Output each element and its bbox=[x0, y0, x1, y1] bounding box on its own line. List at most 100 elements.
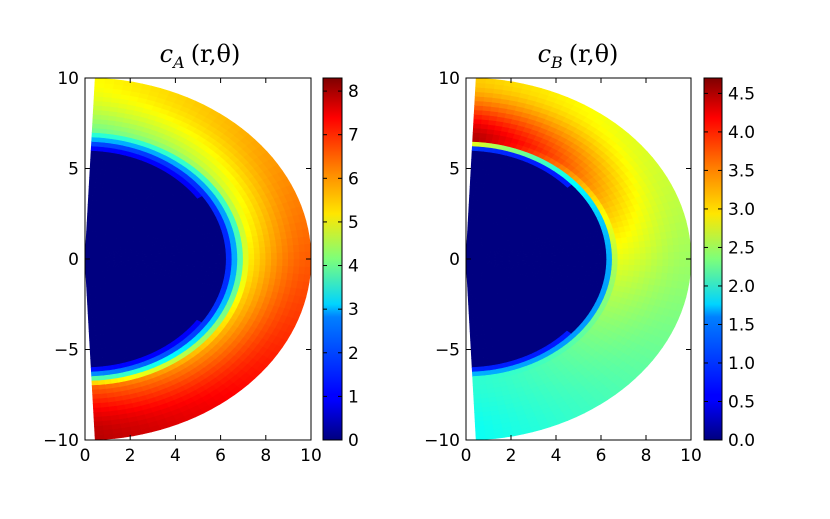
chart-a-y-tick-label: 0 bbox=[68, 250, 79, 270]
chart-b-cell bbox=[627, 241, 635, 249]
chart-a-cell bbox=[191, 254, 199, 260]
chart-b-cell bbox=[634, 258, 641, 266]
chart-a-cell bbox=[236, 263, 244, 271]
chart-a-cell bbox=[292, 265, 300, 274]
chart-a-cell bbox=[96, 145, 104, 152]
chart-b-cell bbox=[651, 258, 658, 266]
chart-a-cell bbox=[92, 118, 101, 125]
chart-a-cell bbox=[96, 366, 104, 373]
chart-a-cell bbox=[237, 258, 244, 265]
chart-b-cell bbox=[475, 425, 485, 432]
chart-a-cell bbox=[94, 429, 105, 436]
chart-a-cell bbox=[141, 258, 148, 262]
chart-b-cell bbox=[588, 267, 596, 273]
chart-a-cell bbox=[94, 78, 106, 84]
chart-a-cell bbox=[253, 246, 261, 254]
chart-a-cell bbox=[90, 154, 97, 161]
chart-a-cell bbox=[191, 258, 199, 264]
chart-b-cell bbox=[472, 371, 480, 377]
chart-b-cell bbox=[605, 268, 613, 275]
chart-a-x-tick-label: 4 bbox=[170, 446, 181, 466]
chart-b-cell bbox=[600, 253, 607, 260]
chart-a-cell bbox=[270, 258, 278, 266]
chart-a-cell bbox=[259, 252, 267, 260]
chart-b-cell bbox=[605, 263, 613, 270]
chart-a-cell bbox=[225, 248, 233, 255]
chart-b-cell bbox=[566, 258, 574, 263]
chart-b-cell bbox=[600, 263, 607, 269]
chart-b-cell bbox=[611, 258, 619, 265]
chart-a-cell bbox=[197, 258, 204, 264]
chart-b-cell bbox=[656, 251, 664, 260]
chart-a-cell bbox=[214, 258, 221, 264]
chart-a-cell bbox=[90, 357, 97, 364]
chart-b-cell bbox=[656, 258, 664, 267]
chart-b-cell bbox=[684, 266, 691, 275]
chart-a-cell bbox=[281, 244, 289, 253]
chart-a-cell bbox=[186, 255, 193, 260]
chart-b-cell bbox=[549, 261, 557, 266]
chart-a-y-tick-label: −10 bbox=[43, 431, 79, 451]
chart-a-cell bbox=[91, 384, 100, 391]
chart-b-cell bbox=[471, 366, 479, 373]
chart-a-cell bbox=[265, 258, 272, 266]
chart-a-cell bbox=[91, 380, 100, 386]
chart-b-cell bbox=[623, 253, 630, 260]
chart-a-cell bbox=[270, 252, 278, 260]
chart-a-cell bbox=[186, 258, 193, 263]
chart-a-cell bbox=[91, 375, 99, 382]
chart-b-cell bbox=[668, 251, 675, 260]
chart-b-cell bbox=[566, 255, 574, 260]
chart-b-cell bbox=[474, 416, 485, 423]
chart-b-cell bbox=[606, 253, 613, 260]
chart-b-cell bbox=[571, 265, 579, 271]
chart-b-cell bbox=[577, 250, 585, 256]
chart-a-cell bbox=[282, 251, 289, 260]
chart-b-cell bbox=[645, 246, 652, 254]
chart-a-cell bbox=[93, 407, 103, 414]
chart-a-x-tick-label: 8 bbox=[260, 446, 271, 466]
chart-b-cell bbox=[610, 268, 618, 275]
chart-b-cell bbox=[611, 263, 619, 270]
chart-a-cell bbox=[254, 252, 261, 260]
chart-b-cell bbox=[623, 258, 630, 265]
chart-a-cell bbox=[219, 263, 227, 269]
chart-b-cell bbox=[628, 252, 636, 260]
chart-a-cell bbox=[91, 141, 99, 147]
chart-a-cell bbox=[89, 339, 95, 346]
chart-b-cell bbox=[594, 249, 602, 255]
chart-a-cell bbox=[90, 362, 98, 368]
chart-a-cell bbox=[203, 254, 210, 260]
chart-b-cell bbox=[599, 267, 607, 274]
chart-a-cell bbox=[85, 240, 88, 246]
chart-a-cell bbox=[95, 159, 102, 166]
chart-a-cell bbox=[94, 82, 105, 89]
chart-a-cell bbox=[89, 348, 96, 355]
chart-a-cell bbox=[247, 264, 255, 271]
chart-a-cell bbox=[169, 261, 176, 266]
chart-a-cell bbox=[94, 164, 101, 170]
chart-b-cell bbox=[634, 252, 641, 260]
chart-a-cell bbox=[85, 245, 87, 251]
chart-b-cell bbox=[684, 243, 691, 252]
chart-a-cell bbox=[197, 254, 204, 260]
chart-a-x-tick-label: 2 bbox=[125, 446, 136, 466]
chart-a-cell bbox=[197, 250, 204, 256]
chart-b-cell bbox=[555, 261, 562, 266]
chart-a-cell bbox=[88, 181, 94, 188]
chart-b-cell bbox=[639, 246, 647, 254]
chart-a-cell bbox=[293, 251, 301, 260]
chart-a-cell bbox=[242, 247, 250, 254]
chart-a-cell bbox=[299, 258, 306, 267]
chart-a-cell bbox=[93, 420, 104, 427]
chart-a-cell bbox=[90, 150, 98, 156]
chart-a-x-tick-label: 0 bbox=[80, 446, 91, 466]
chart-a-cell bbox=[252, 270, 260, 278]
chart-b-cell bbox=[494, 432, 505, 439]
chart-a-cell bbox=[224, 243, 232, 250]
chart-a-cell bbox=[95, 154, 103, 161]
chart-a-cell bbox=[175, 255, 182, 260]
chart-a-cell bbox=[85, 231, 89, 237]
chart-b-cell bbox=[650, 265, 658, 273]
